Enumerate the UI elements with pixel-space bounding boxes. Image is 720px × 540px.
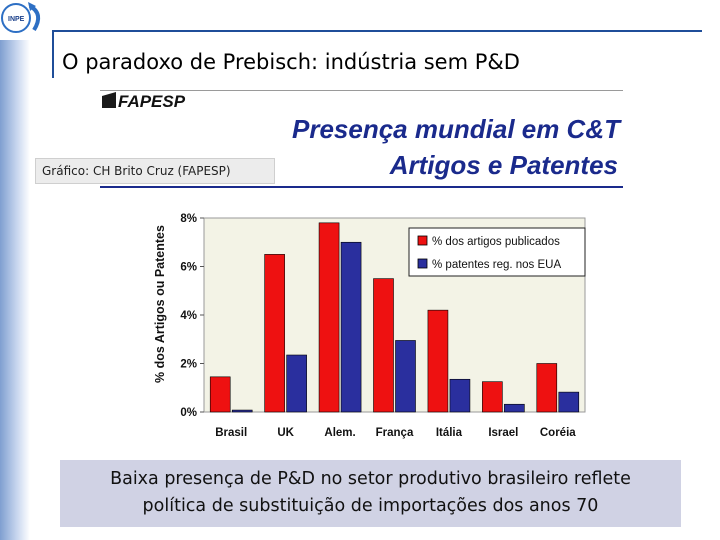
caption-line2: política de substituição de importações … <box>142 496 599 516</box>
bar-articles-1 <box>264 254 285 413</box>
y-tick-label: 0% <box>180 407 197 419</box>
bar-articles-2 <box>318 222 340 413</box>
legend-swatch-patents <box>417 258 428 269</box>
bar-patents-5 <box>504 403 525 413</box>
header-rule-bottom <box>100 186 623 188</box>
legend-swatch-articles <box>417 235 428 246</box>
bar-articles-6 <box>536 363 558 413</box>
y-tick-label: 8% <box>180 213 197 225</box>
legend-label-articles: % dos artigos publicados <box>432 236 560 248</box>
source-label: Gráfico: CH Brito Cruz (FAPESP) <box>35 158 275 184</box>
slide-title: O paradoxo de Prebisch: indústria sem P&… <box>62 50 520 74</box>
x-tick-label: Coréia <box>540 427 576 439</box>
caption-box: Baixa presença de P&D no setor produtivo… <box>60 460 681 527</box>
fapesp-brand-text: FAPESP <box>118 92 186 111</box>
y-axis-label: % dos Artigos ou Patentes <box>153 225 167 383</box>
x-tick-label: Itália <box>436 427 463 439</box>
bar-patents-6 <box>558 391 580 413</box>
caption-line1: Baixa presença de P&D no setor produtivo… <box>110 469 631 489</box>
bar-articles-3 <box>373 278 394 413</box>
bar-articles-4 <box>427 309 449 413</box>
chart-title-line2: Artigos e Patentes <box>389 150 618 180</box>
legend-box <box>408 227 586 277</box>
bar-patents-3 <box>395 340 416 413</box>
header-rule-top <box>100 90 623 91</box>
bar-patents-1 <box>286 354 307 413</box>
legend-label-patents: % patentes reg. nos EUA <box>432 259 561 271</box>
inpe-logo-icon: INPE <box>1 2 41 33</box>
x-tick-label: França <box>376 427 414 439</box>
y-tick-label: 2% <box>180 359 197 371</box>
fapesp-logo: FAPESP <box>102 92 186 111</box>
bar-articles-0 <box>209 376 231 413</box>
x-tick-label: Alem. <box>324 427 355 439</box>
chart-title-line1: Presença mundial em C&T <box>292 114 620 144</box>
bar-patents-0 <box>231 409 253 413</box>
x-tick-label: Brasil <box>215 427 247 439</box>
logo-text: INPE <box>8 16 25 23</box>
y-tick-label: 4% <box>180 310 197 322</box>
chart-legend: % dos artigos publicados % patentes reg.… <box>408 227 586 277</box>
x-tick-label: Israel <box>488 427 518 439</box>
x-tick-label: UK <box>277 427 294 439</box>
bar-patents-4 <box>449 378 471 413</box>
bar-patents-2 <box>340 241 362 413</box>
bar-chart: % dos Artigos ou Patentes 0% 2% 4% 6% 8% Bra… <box>153 213 586 439</box>
bar-articles-5 <box>482 381 503 413</box>
left-decorative-band <box>0 40 30 540</box>
fapesp-mark-icon <box>102 92 116 108</box>
y-tick-label: 6% <box>180 262 197 274</box>
title-frame <box>52 30 702 78</box>
